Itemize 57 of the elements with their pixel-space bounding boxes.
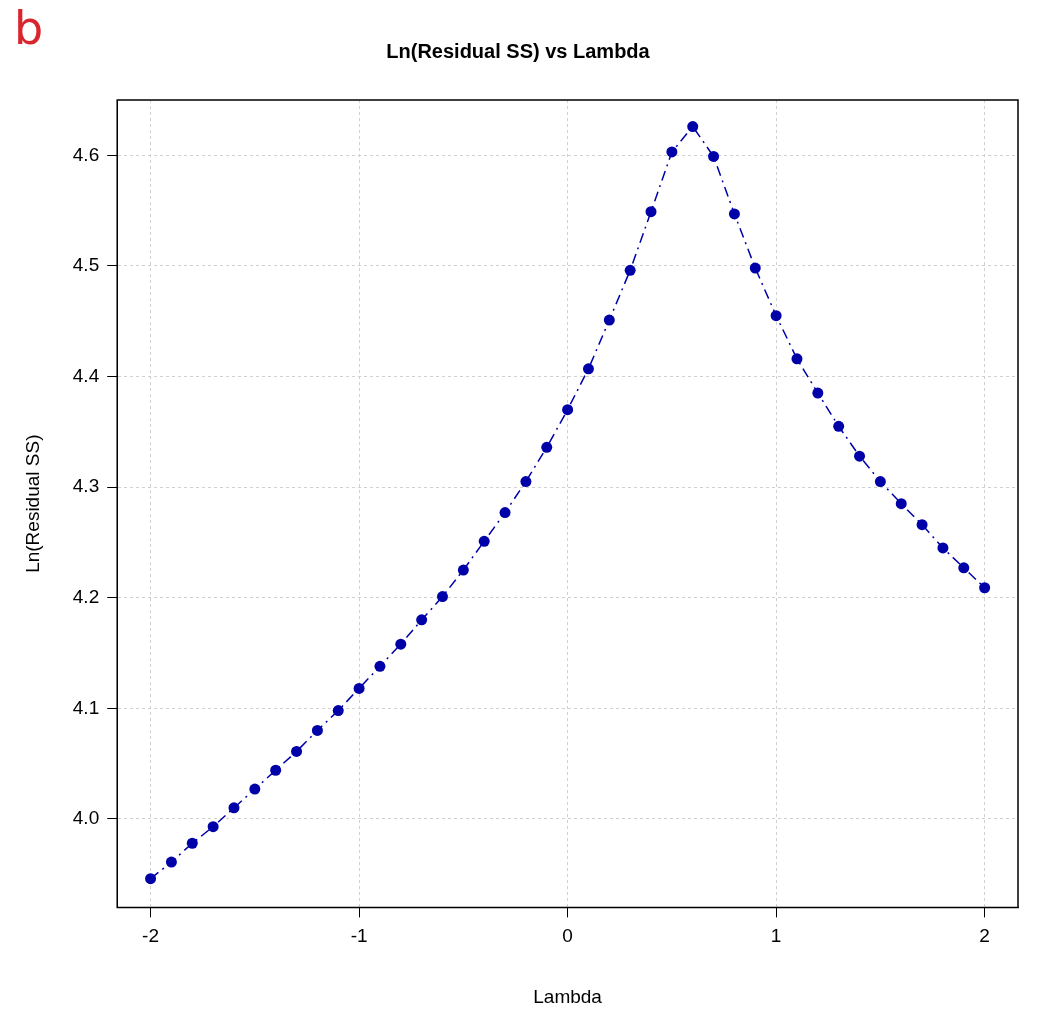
point: [749, 262, 761, 274]
point: [624, 264, 636, 276]
point: [165, 856, 177, 868]
y-tick-label: 4.3: [72, 475, 100, 497]
y-axis-title: Ln(Residual SS): [21, 434, 43, 573]
point: [291, 745, 303, 757]
point: [937, 542, 949, 554]
point: [353, 682, 365, 694]
chart-title: Ln(Residual SS) vs Lambda: [386, 39, 651, 62]
point: [666, 146, 678, 158]
point: [416, 614, 428, 626]
point: [311, 724, 323, 736]
x-tick-label: 0: [562, 925, 573, 947]
point: [874, 476, 886, 488]
text: b: [14, 1, 44, 55]
point: [979, 582, 991, 594]
y-tick-label: 4.0: [72, 807, 100, 829]
point: [708, 150, 720, 162]
x-tick-label: 2: [979, 925, 990, 947]
point: [145, 873, 157, 885]
point: [395, 638, 407, 650]
point: [603, 314, 615, 326]
point: [478, 535, 490, 547]
x-tick-label: -1: [350, 925, 368, 947]
point: [374, 660, 386, 672]
y-tick-label: 4.5: [72, 254, 100, 276]
point: [791, 353, 803, 365]
point: [645, 206, 657, 218]
point: [437, 591, 448, 603]
point: [228, 802, 240, 814]
point: [207, 821, 219, 833]
point: [728, 208, 740, 220]
point: [770, 310, 782, 322]
point: [270, 764, 282, 776]
y-tick-label: 4.1: [72, 696, 100, 718]
point: [499, 507, 511, 519]
point: [562, 404, 574, 416]
point: [582, 363, 594, 375]
point: [833, 420, 845, 432]
y-tick-label: 4.2: [72, 585, 100, 607]
point: [854, 450, 866, 462]
point: [916, 519, 928, 531]
point: [186, 837, 198, 849]
x-axis-title: Lambda: [533, 985, 603, 1007]
point: [895, 498, 907, 510]
point: [687, 121, 699, 133]
point: [457, 564, 469, 576]
point: [249, 783, 261, 795]
point: [541, 441, 553, 453]
x-tick-label: 1: [770, 925, 782, 947]
y-tick-label: 4.4: [72, 364, 100, 386]
point: [520, 476, 532, 488]
point: [812, 387, 824, 399]
point: [332, 705, 344, 717]
x-tick-label: -2: [142, 925, 160, 947]
y-tick-label: 4.6: [72, 143, 100, 165]
point: [958, 562, 970, 574]
